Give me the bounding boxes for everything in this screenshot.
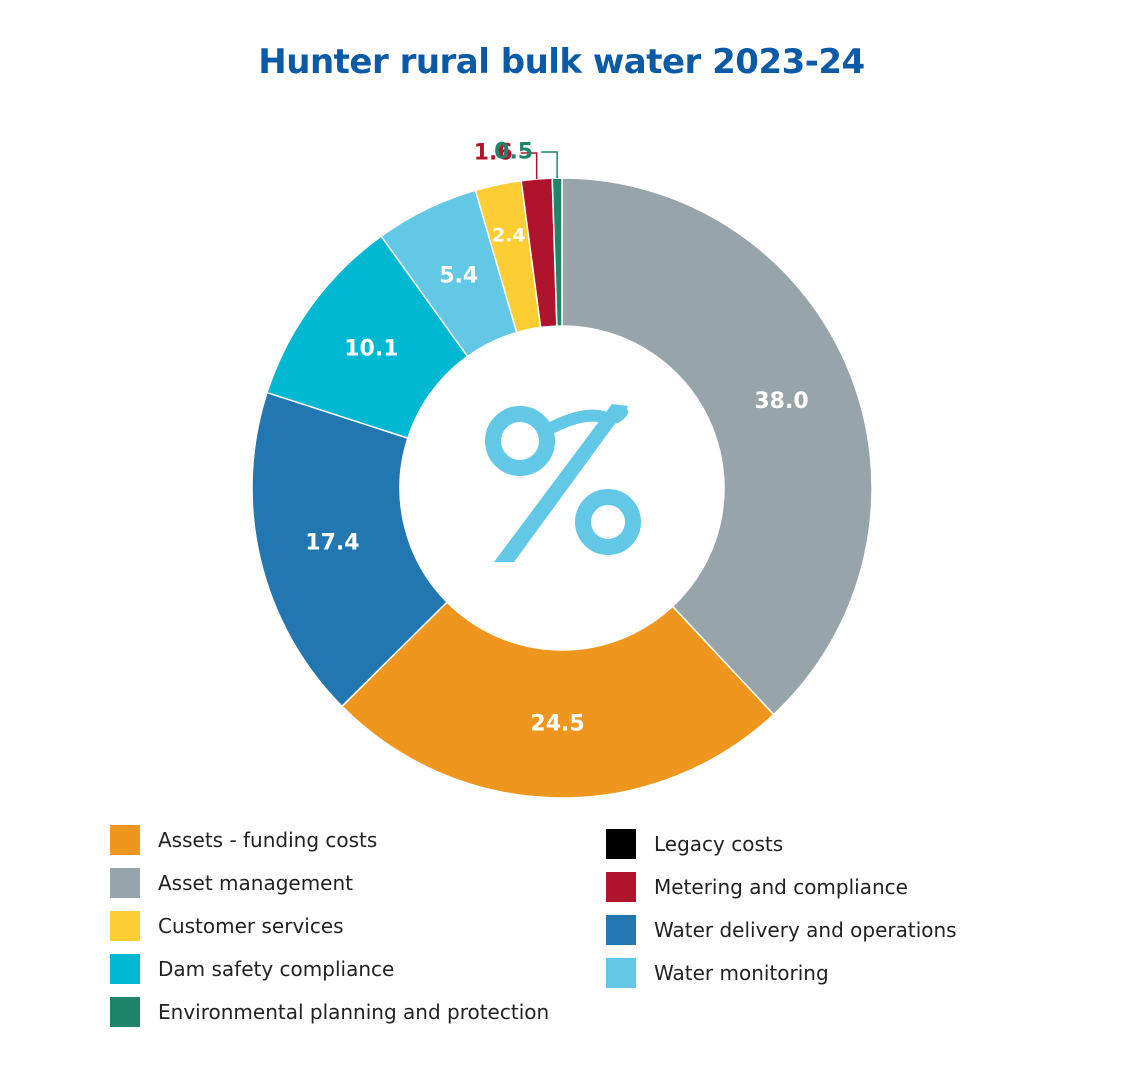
legend-label: Metering and compliance — [654, 875, 908, 899]
legend-item-customer-services: Customer services — [110, 910, 344, 942]
slice-label-metering-and-compliance: 1.6 — [474, 141, 513, 166]
callout-line-environmental-planning-and-protection — [541, 151, 558, 179]
legend-swatch — [110, 911, 140, 941]
chart-title: Hunter rural bulk water 2023-24 — [258, 42, 865, 82]
legend-item-water-delivery-and-operations: Water delivery and operations — [606, 914, 957, 946]
slice-water-delivery-and-operations — [251, 391, 449, 708]
percent-icon — [485, 404, 641, 562]
legend-item-assets-funding-costs: Assets - funding costs — [110, 824, 377, 856]
legend-label: Asset management — [158, 871, 353, 895]
callout-line-metering-and-compliance — [520, 152, 538, 180]
slice-label-water-delivery-and-operations: 17.4 — [305, 530, 359, 555]
callout-lines — [520, 151, 558, 180]
legend-swatch — [110, 954, 140, 984]
legend-label: Water monitoring — [654, 961, 829, 985]
slice-label-environmental-planning-and-protection: 0.5 — [494, 140, 533, 165]
legend-swatch — [606, 958, 636, 988]
slice-environmental-planning-and-protection — [551, 177, 563, 327]
legend-swatch — [606, 915, 636, 945]
legend-swatch — [110, 997, 140, 1027]
legend-label: Water delivery and operations — [654, 918, 957, 942]
slice-assets-funding-costs — [340, 601, 775, 799]
legend-label: Customer services — [158, 914, 344, 938]
legend-label: Environmental planning and protection — [158, 1000, 550, 1024]
slice-label-asset-management: 38.0 — [754, 389, 808, 414]
slice-label-assets-funding-costs: 24.5 — [530, 711, 584, 736]
slice-asset-management — [561, 177, 873, 716]
legend-swatch — [110, 825, 140, 855]
slice-labels: 38.0 24.5 17.4 10.1 5.4 2.4 1.60.5 — [305, 140, 808, 737]
slice-label-dam-safety-compliance: 10.1 — [344, 336, 398, 361]
legend-label: Legacy costs — [654, 832, 784, 856]
legend-swatch — [606, 872, 636, 902]
slice-label-water-monitoring: 5.4 — [439, 263, 478, 288]
donut-slices — [251, 177, 873, 799]
legend-label: Assets - funding costs — [158, 828, 378, 852]
legend-swatch — [606, 829, 636, 859]
slice-label-customer-services: 2.4 — [492, 225, 526, 247]
legend-item-metering-and-compliance: Metering and compliance — [606, 871, 908, 903]
legend-item-dam-safety-compliance: Dam safety compliance — [110, 953, 394, 985]
legend-label: Dam safety compliance — [158, 957, 395, 981]
legend-swatch — [110, 868, 140, 898]
legend-item-water-monitoring: Water monitoring — [606, 957, 829, 989]
legend-item-asset-management: Asset management — [110, 867, 353, 899]
legend-item-environmental-planning-and-protection: Environmental planning and protection — [110, 996, 549, 1028]
legend-item-legacy-costs: Legacy costs — [606, 828, 783, 860]
